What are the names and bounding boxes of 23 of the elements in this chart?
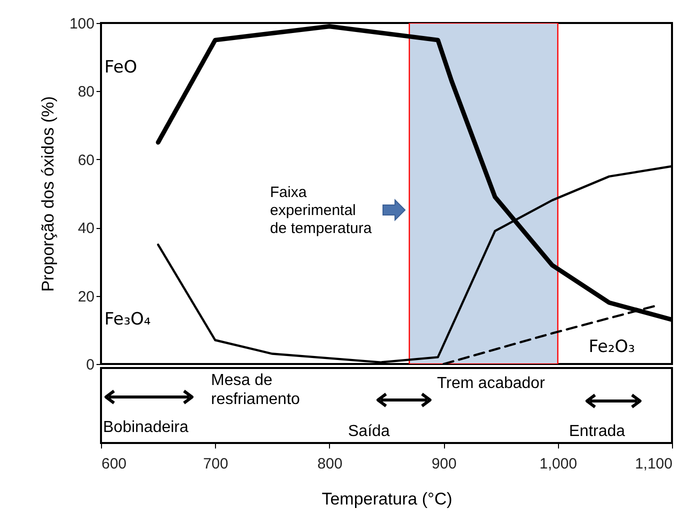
x-tick-label: 900 [432, 456, 457, 472]
text: Bobinadeira [103, 418, 188, 437]
text: Mesa de resfriamento [211, 371, 301, 409]
y-tick-label: 60 [78, 152, 94, 169]
band-label: Faixa experimental de temperatura [270, 184, 372, 238]
y-tick-label: 80 [78, 84, 94, 101]
x-tick-label: 800 [317, 456, 342, 472]
x-tick-label: 1,100 [634, 456, 672, 472]
x-tick-label: 600 [102, 456, 127, 472]
x-tick-label: 1,000 [540, 456, 578, 472]
y-tick-label: 20 [78, 288, 94, 306]
y-axis-title: Proporção dos óxidos (%) [38, 96, 58, 292]
y-tick-label: 40 [78, 220, 94, 238]
text: FeO [104, 57, 138, 78]
y-tick-label: 0 [86, 356, 94, 374]
x-tick-label: 700 [203, 456, 228, 472]
y-tick-label: 100 [69, 16, 94, 32]
text: Trem acabador [437, 374, 545, 393]
text: Fe₃O₄ [104, 310, 151, 330]
text: Saída [348, 422, 390, 441]
x-axis-title: Temperatura (°C) [322, 490, 452, 508]
text: Entrada [569, 422, 626, 441]
series-label: Fe₂O₃ [588, 336, 635, 357]
